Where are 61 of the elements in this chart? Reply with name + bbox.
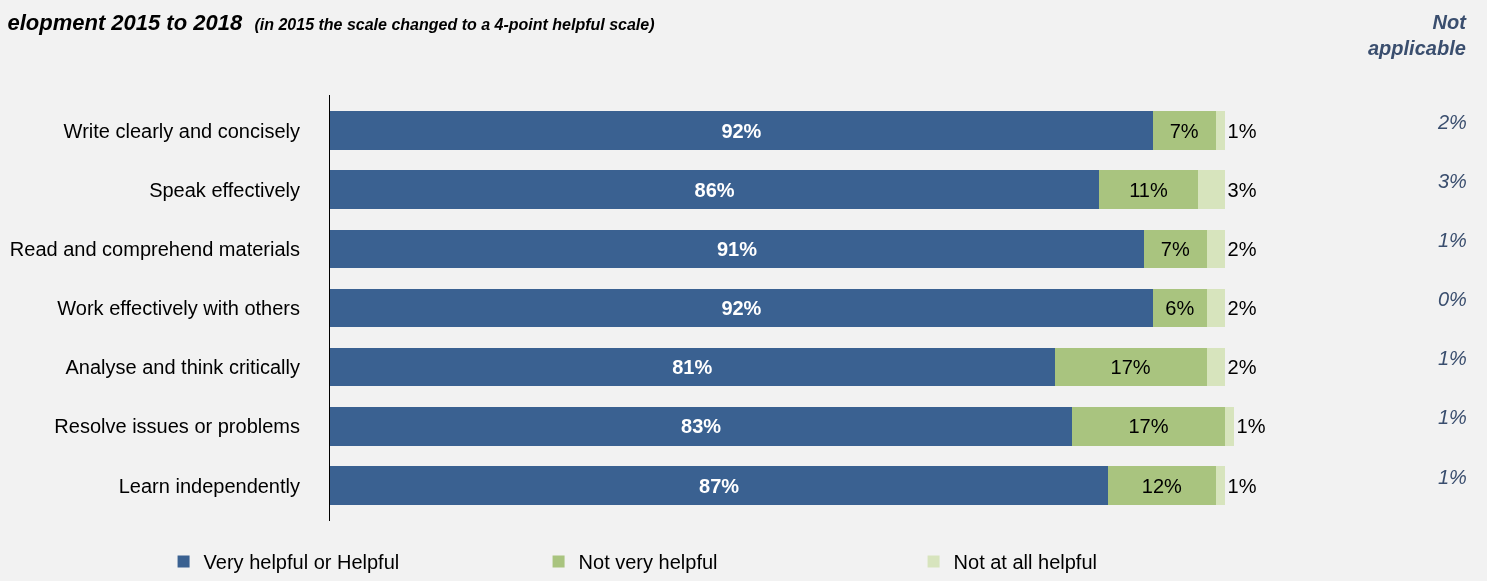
bar: [1197, 170, 1225, 209]
bar: [330, 170, 1100, 209]
data-label: 3%: [1227, 178, 1257, 201]
y-tick-label: Write clearly and concisely: [63, 119, 300, 142]
bar: [1206, 288, 1225, 328]
data-label: 92%: [721, 297, 762, 319]
bar: [330, 466, 1109, 505]
chart-subtitle: (in 2015 the scale changed to a 4-point helpful scale): [254, 15, 655, 33]
data-label: 17%: [1110, 356, 1151, 379]
y-tick-label: Learn independently: [118, 474, 300, 497]
text: 0%: [1438, 288, 1467, 310]
data-label: 86%: [694, 178, 735, 201]
bar: [1054, 347, 1207, 387]
bar: [1072, 407, 1225, 446]
data-label: 6%: [1165, 297, 1195, 319]
text: 1%: [1438, 466, 1467, 488]
data-label: 2%: [1227, 356, 1257, 379]
bar: [1215, 111, 1225, 150]
data-label: 81%: [672, 356, 713, 379]
data-label: 91%: [716, 237, 758, 260]
text: 1%: [1438, 229, 1467, 251]
text: 1%: [1438, 406, 1467, 428]
data-label: 2%: [1227, 237, 1257, 260]
bar: [330, 347, 1055, 387]
bar: [1206, 347, 1225, 387]
data-label: 92%: [721, 119, 762, 142]
bar: [1215, 466, 1225, 505]
y-tick-label: Resolve issues or problems: [54, 415, 300, 438]
y-tick-label: Work effectively with others: [57, 297, 300, 319]
y-tick-label: Read and comprehend materials: [9, 237, 300, 260]
data-label: 83%: [681, 415, 722, 438]
text: Not applicable: [1368, 11, 1468, 59]
data-label: 1%: [1227, 119, 1257, 142]
data-label: 12%: [1141, 474, 1183, 497]
text: 1%: [1438, 347, 1467, 369]
bar: [1108, 466, 1216, 505]
text: 3%: [1438, 170, 1467, 192]
data-label: 7%: [1160, 237, 1190, 260]
data-label: 1%: [1227, 474, 1257, 497]
data-label: 17%: [1128, 415, 1169, 438]
legend-label: Very helpful or Helpful: [203, 551, 400, 574]
data-label: 2%: [1227, 297, 1257, 319]
bar: [330, 111, 1153, 150]
data-label: 7%: [1169, 119, 1199, 142]
legend-label: Not very helpful: [578, 551, 718, 574]
bar: [1153, 111, 1216, 150]
bar: [1144, 229, 1207, 269]
text: 2%: [1437, 111, 1467, 133]
bar: [330, 229, 1145, 269]
bar: [1224, 407, 1234, 446]
bar: [330, 288, 1153, 328]
data-label: 87%: [699, 474, 740, 497]
y-tick-label: Analyse and think critically: [65, 356, 300, 379]
data-label: 1%: [1236, 415, 1266, 438]
bar: [1099, 170, 1198, 209]
y-tick-label: Speak effectively: [149, 178, 300, 201]
data-label: 11%: [1129, 178, 1168, 201]
legend-label: Not at all helpful: [953, 551, 1097, 574]
text: elopment 2015 to 2018: [7, 9, 243, 35]
bar: [330, 407, 1073, 446]
bar: [1206, 229, 1225, 269]
